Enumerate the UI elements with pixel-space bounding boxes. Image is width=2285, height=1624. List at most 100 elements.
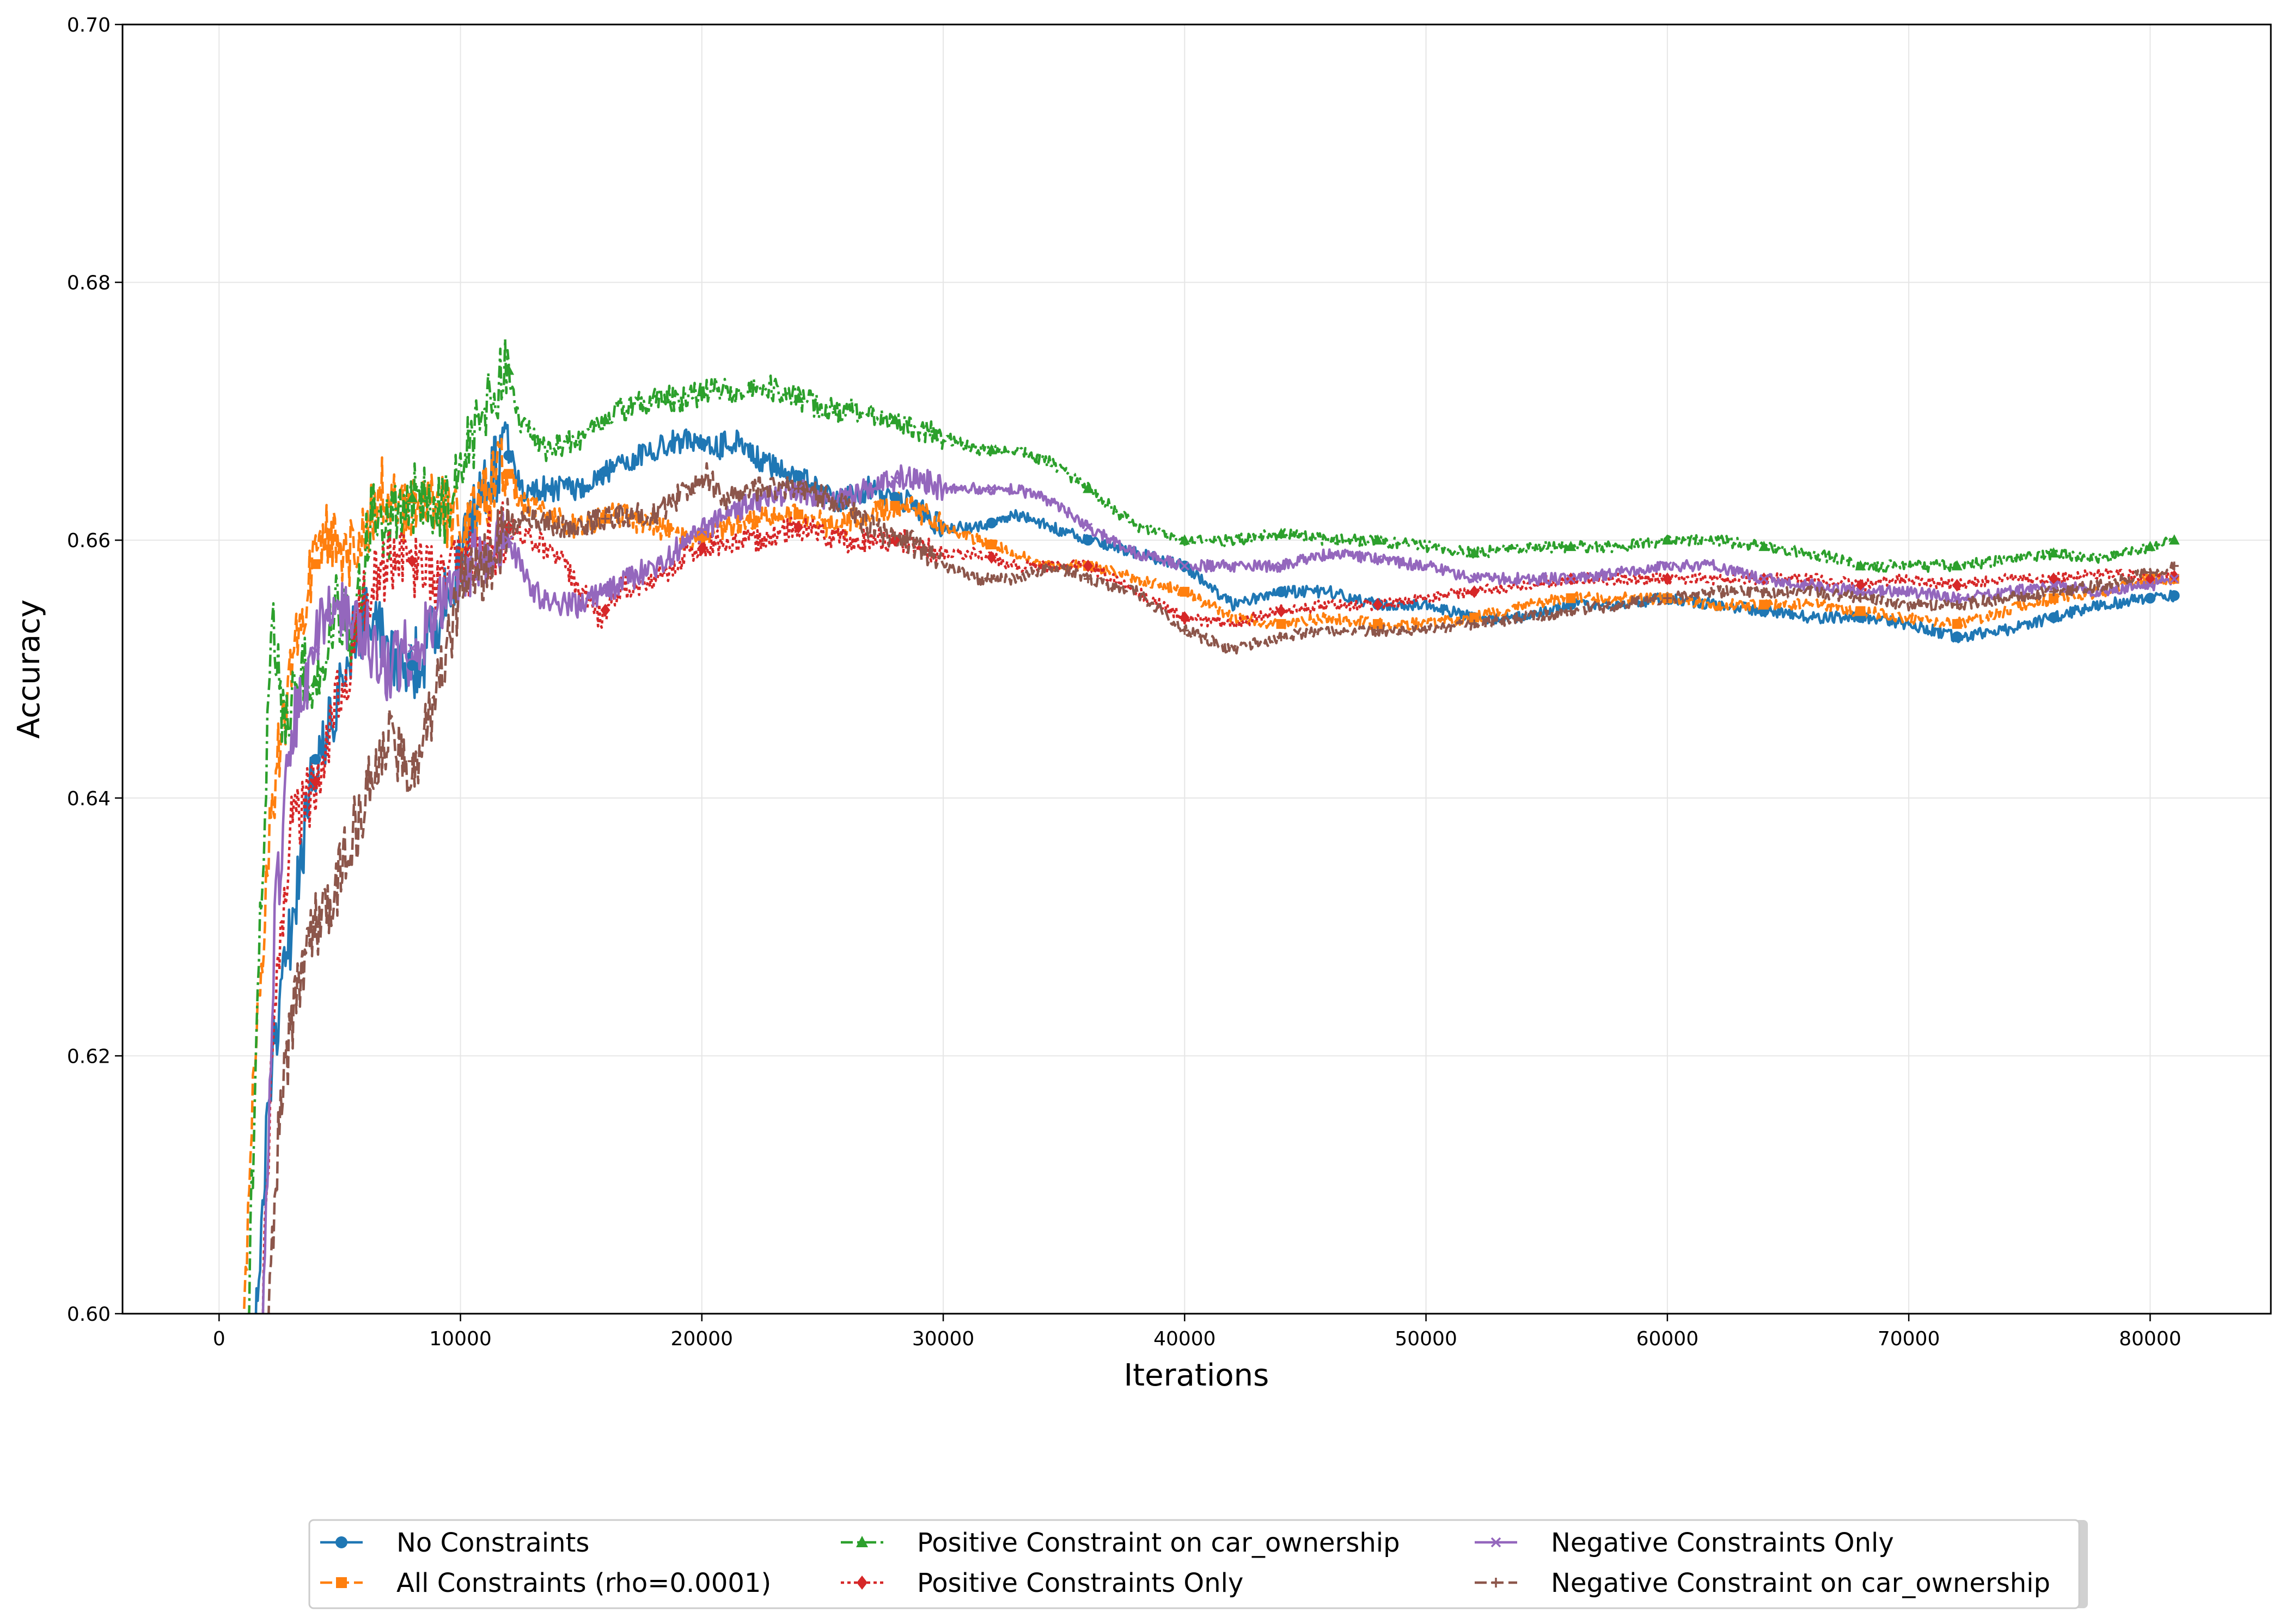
series-marker [600,604,610,617]
series-marker [793,392,804,403]
series-marker [986,551,997,564]
series-marker [1855,606,1866,616]
series-marker [600,414,611,425]
series-marker [1180,611,1190,624]
series-marker [2048,612,2059,623]
legend-box [308,1519,2080,1609]
series-marker [310,753,321,765]
series-marker [1275,586,1287,597]
x-tick-label: 70000 [1878,1328,1940,1350]
series-marker [1469,585,1480,598]
ticks: 0 10000 20000 30000 40000 50000 60000 70000 8000… [67,14,2182,1350]
series-marker [986,517,997,529]
x-tick-label: 0 [213,1328,225,1350]
series-marker [1276,604,1286,618]
series-marker [310,676,321,687]
series-marker [504,523,514,532]
series-marker [1372,619,1383,629]
series-line [254,421,2176,1314]
series-marker [407,554,417,568]
series-marker [1180,561,1189,571]
series-marker [1179,534,1190,545]
series-marker [2170,561,2179,571]
series-marker [600,466,611,477]
series-marker [336,1577,347,1588]
legend-entry: No Constraints [320,1528,589,1558]
series-marker [2049,580,2058,590]
series-marker [601,587,610,597]
series-marker [793,470,804,481]
series-marker [1083,574,1093,584]
series-layer [242,338,2180,1314]
series-marker [2169,569,2179,583]
series-marker [2170,574,2179,584]
series-marker [1083,535,1093,546]
series-marker [1276,619,1286,629]
series-marker [1856,587,1865,597]
series-marker [2145,580,2155,590]
y-tick-label: 0.66 [67,530,111,552]
series-marker [1469,547,1480,557]
series-marker [1469,612,1480,623]
series-marker [1372,534,1383,545]
series-marker [1470,620,1479,629]
series-marker [890,501,900,511]
series-marker [2146,568,2155,577]
series-marker [2145,541,2156,551]
series-marker [1856,593,1865,603]
series-marker [889,414,901,425]
series-marker [1276,632,1286,641]
series-line [261,501,2176,1314]
series-marker [793,509,804,519]
legend-entry: Negative Constraint on car_ownership [1475,1568,2050,1598]
series-marker [1662,572,1672,585]
legend: No Constraints All Constraints (rho=0.000… [308,1519,2088,1609]
series-marker [335,1536,347,1548]
x-tick-label: 40000 [1153,1328,1216,1350]
series-marker [504,469,514,479]
series-marker [1951,560,1963,571]
x-tick-label: 10000 [429,1328,492,1350]
legend-label: Negative Constraints Only [1551,1528,1894,1558]
y-tick-label: 0.70 [67,14,111,36]
x-tick-label: 80000 [2119,1328,2182,1350]
series-marker [1083,523,1093,532]
series-marker [1276,561,1286,571]
series-marker [696,438,707,449]
series-marker [696,386,707,396]
x-axis-label: Iterations [1124,1358,1269,1393]
series-marker [1759,574,1769,584]
series-marker [311,646,321,655]
x-tick-label: 60000 [1636,1328,1699,1350]
series-marker [697,526,707,536]
series-marker [1952,619,1962,629]
legend-entry: All Constraints (rho=0.0001) [320,1568,771,1598]
series-marker [1951,631,1963,642]
series-marker [987,574,996,584]
series-marker [1566,574,1575,584]
series-marker [1566,606,1575,616]
series-marker [1663,561,1672,571]
y-axis-label: Accuracy [11,599,47,739]
x-tick-label: 20000 [671,1328,734,1350]
series-marker [1565,541,1577,551]
series-line [248,338,2175,1314]
x-tick-label: 30000 [912,1328,975,1350]
series-marker [407,644,417,653]
series-marker [1180,586,1190,597]
series-marker [2049,587,2058,597]
legend-label: Negative Constraint on car_ownership [1551,1568,2050,1598]
series-marker [503,364,515,375]
series-marker [2168,534,2180,545]
series-marker [1083,482,1093,493]
legend-label: Positive Constraint on car_ownership [917,1528,1400,1558]
series-marker [1759,587,1769,597]
series-marker [1490,1537,1501,1548]
series-marker [503,450,515,461]
series-marker [1952,600,1962,609]
legend-entry: Positive Constraint on car_ownership [841,1528,1400,1558]
series-marker [2048,547,2059,557]
series-marker [2049,593,2059,603]
